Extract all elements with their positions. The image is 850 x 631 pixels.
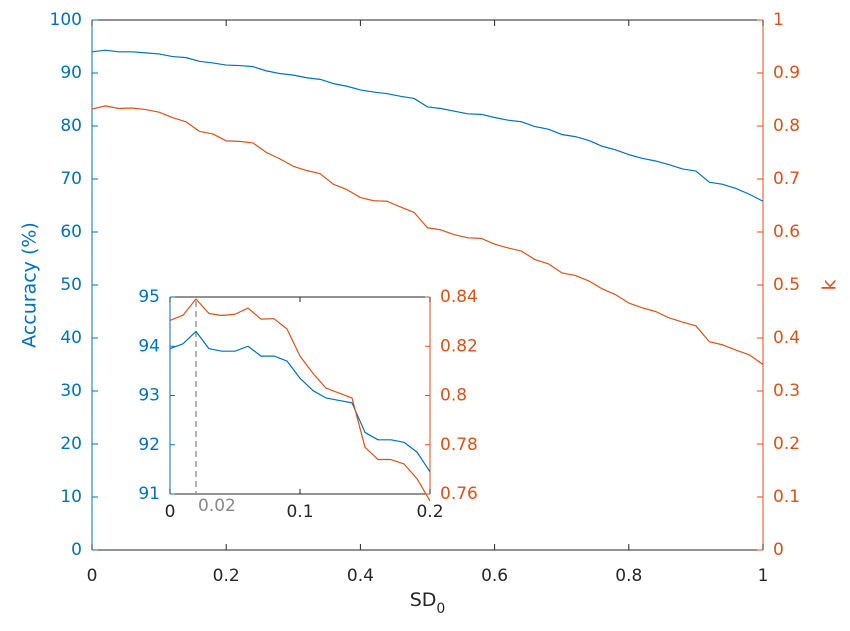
left-y-tick-label: 0: [71, 540, 82, 560]
inset-left-y-tick-label: 95: [138, 287, 160, 307]
inset-accuracy-series-line: [169, 330, 431, 473]
inset-left-y-tick-label: 91: [138, 484, 160, 504]
x-axis-label: SD0: [410, 589, 446, 617]
right-y-tick-label: 0.8: [773, 116, 800, 136]
x-tick-label: 0.6: [481, 566, 508, 586]
inset-right-y-tick-label: 0.84: [440, 287, 478, 307]
inset-x-tick-label: 0: [165, 502, 176, 522]
right-y-tick-label: 1: [773, 10, 784, 30]
accuracy-series-line: [91, 49, 764, 202]
inset-background: [170, 297, 430, 494]
left-y-tick-label: 80: [60, 116, 82, 136]
left-y-tick-label: 40: [60, 328, 82, 348]
left-y-tick-label: 70: [60, 169, 82, 189]
inset-left-y-tick-label: 94: [138, 336, 160, 356]
inset-kappa-series-line: [169, 298, 431, 502]
inset-right-y-tick-label: 0.82: [440, 336, 478, 356]
right-y-tick-label: 0.4: [773, 328, 800, 348]
x-axis-label-subscript: 0: [436, 601, 445, 617]
left-y-tick-label: 100: [50, 10, 82, 30]
inset-right-y-tick-label: 0.76: [440, 484, 478, 504]
inset-right-y-tick-label: 0.78: [440, 435, 478, 455]
x-tick-label: 1: [758, 566, 769, 586]
left-y-tick-label: 60: [60, 222, 82, 242]
inset-plot: 0 0.1 0.2 91 92 93 94 95 0.76 0.78 0.8 0.82 0.84 0.02: [138, 287, 478, 522]
inset-x-tick-label: 0.2: [416, 502, 443, 522]
right-y-axis-label: k: [819, 279, 841, 290]
left-y-tick-label: 20: [60, 434, 82, 454]
left-y-tick-label: 30: [60, 381, 82, 401]
right-y-tick-label: 0.2: [773, 434, 800, 454]
x-tick-label: 0.8: [615, 566, 642, 586]
optimum-marker-label: 0.02: [198, 496, 236, 516]
right-y-tick-label: 0: [773, 540, 784, 560]
right-y-tick-label: 0.5: [773, 275, 800, 295]
x-tick-label: 0: [87, 566, 98, 586]
inset-x-tick-label: 0.1: [286, 502, 313, 522]
left-y-tick-label: 10: [60, 487, 82, 507]
inset-right-y-tick-label: 0.8: [440, 386, 467, 406]
x-tick-label: 0.4: [347, 566, 374, 586]
right-y-tick-label: 0.3: [773, 381, 800, 401]
main-plot: 0 0.2 0.4 0.6 0.8 1010203040506070809010000.1…: [19, 10, 841, 617]
left-y-tick-label: 50: [60, 275, 82, 295]
right-y-tick-label: 0.7: [773, 169, 800, 189]
inset-left-y-tick-label: 92: [138, 435, 160, 455]
x-tick-label: 0.2: [213, 566, 240, 586]
left-y-axis-label: Accuracy (%): [19, 222, 41, 348]
kappa-series-line: [91, 105, 764, 365]
right-y-tick-label: 0.6: [773, 222, 800, 242]
right-y-tick-label: 0.1: [773, 487, 800, 507]
inset-left-y-tick-label: 93: [138, 386, 160, 406]
right-y-tick-label: 0.9: [773, 63, 800, 83]
left-y-tick-label: 90: [60, 63, 82, 83]
